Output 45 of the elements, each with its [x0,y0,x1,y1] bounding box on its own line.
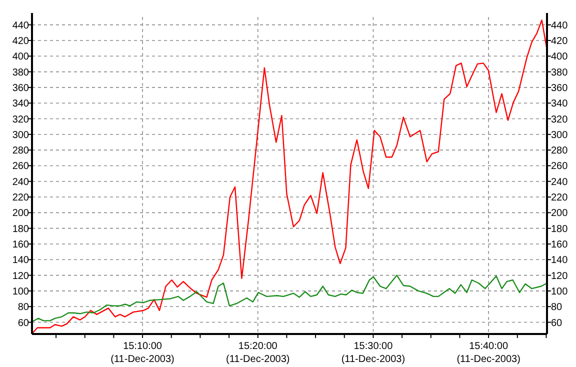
x-tick-label: 15:40:00 (11-Dec-2003) [456,341,520,365]
y2-tick-label: 180 [551,224,568,235]
y2-tick-label: 240 [551,176,568,188]
y-tick-label: 80 [18,302,30,314]
y2-tick-label: 360 [551,82,568,94]
y2-tick-label: 140 [551,255,568,266]
y-tick-label: 300 [12,130,30,141]
y2-tick-label: 80 [551,302,563,314]
y2-tick-label: 320 [551,114,568,126]
x-tick-label: 15:30:00 (11-Dec-2003) [341,341,406,365]
y-tick-label: 360 [12,82,30,94]
y-tick-label: 180 [12,224,30,235]
x-tick-label: 15:20:00 (11-Dec-2003) [226,341,290,365]
y2-tick-label: 60 [551,318,563,329]
y-tick-label: 380 [12,67,30,78]
y2-tick-label: 260 [551,161,568,172]
y-tick-label: 140 [12,255,30,266]
y2-tick-label: 300 [551,130,568,141]
y2-tick-label: 400 [551,52,568,63]
y-tick-label: 60 [18,318,30,329]
y2-tick-label: 380 [551,67,568,78]
y-tick-label: 440 [12,20,30,32]
x-tick-label: 15:10:00 (11-Dec-2003) [110,341,174,365]
y-tick-label: 100 [12,286,30,298]
y2-tick-label: 340 [551,98,568,110]
y-tick-label: 240 [12,176,30,188]
y2-tick-label: 280 [551,146,568,157]
y2-tick-label: 160 [551,239,568,250]
y2-tick-label: 200 [551,208,568,220]
y2-tick-label: 100 [551,286,568,298]
y-tick-label: 340 [12,98,30,110]
y2-tick-label: 120 [551,270,568,282]
y-tick-label: 420 [12,36,30,47]
y-tick-label: 200 [12,208,30,220]
y2-tick-label: 420 [551,36,568,47]
y-tick-label: 280 [12,146,30,157]
y-tick-label: 400 [12,52,30,63]
y2-tick-label: 220 [551,192,568,204]
y-tick-label: 260 [12,161,30,172]
line-series [32,274,548,322]
y-tick-label: 220 [12,192,30,204]
y-tick-label: 160 [12,239,30,250]
y2-tick-label: 440 [551,20,568,32]
y-tick-label: 320 [12,114,30,126]
y-tick-label: 120 [12,270,30,282]
